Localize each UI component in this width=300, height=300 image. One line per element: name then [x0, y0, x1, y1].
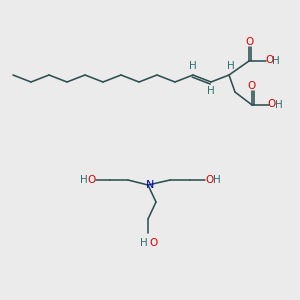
Text: H: H: [80, 175, 88, 185]
Text: O: O: [248, 81, 256, 91]
Text: O: O: [265, 55, 273, 65]
Text: H: H: [207, 86, 215, 96]
Text: H: H: [275, 100, 283, 110]
Text: N: N: [146, 180, 154, 190]
Text: O: O: [206, 175, 214, 185]
Text: O: O: [87, 175, 95, 185]
Text: H: H: [272, 56, 280, 66]
Text: O: O: [245, 37, 253, 47]
Text: H: H: [189, 61, 197, 71]
Text: H: H: [227, 61, 235, 71]
Text: H: H: [213, 175, 221, 185]
Text: H: H: [140, 238, 148, 248]
Text: O: O: [149, 238, 157, 248]
Text: O: O: [268, 99, 276, 109]
